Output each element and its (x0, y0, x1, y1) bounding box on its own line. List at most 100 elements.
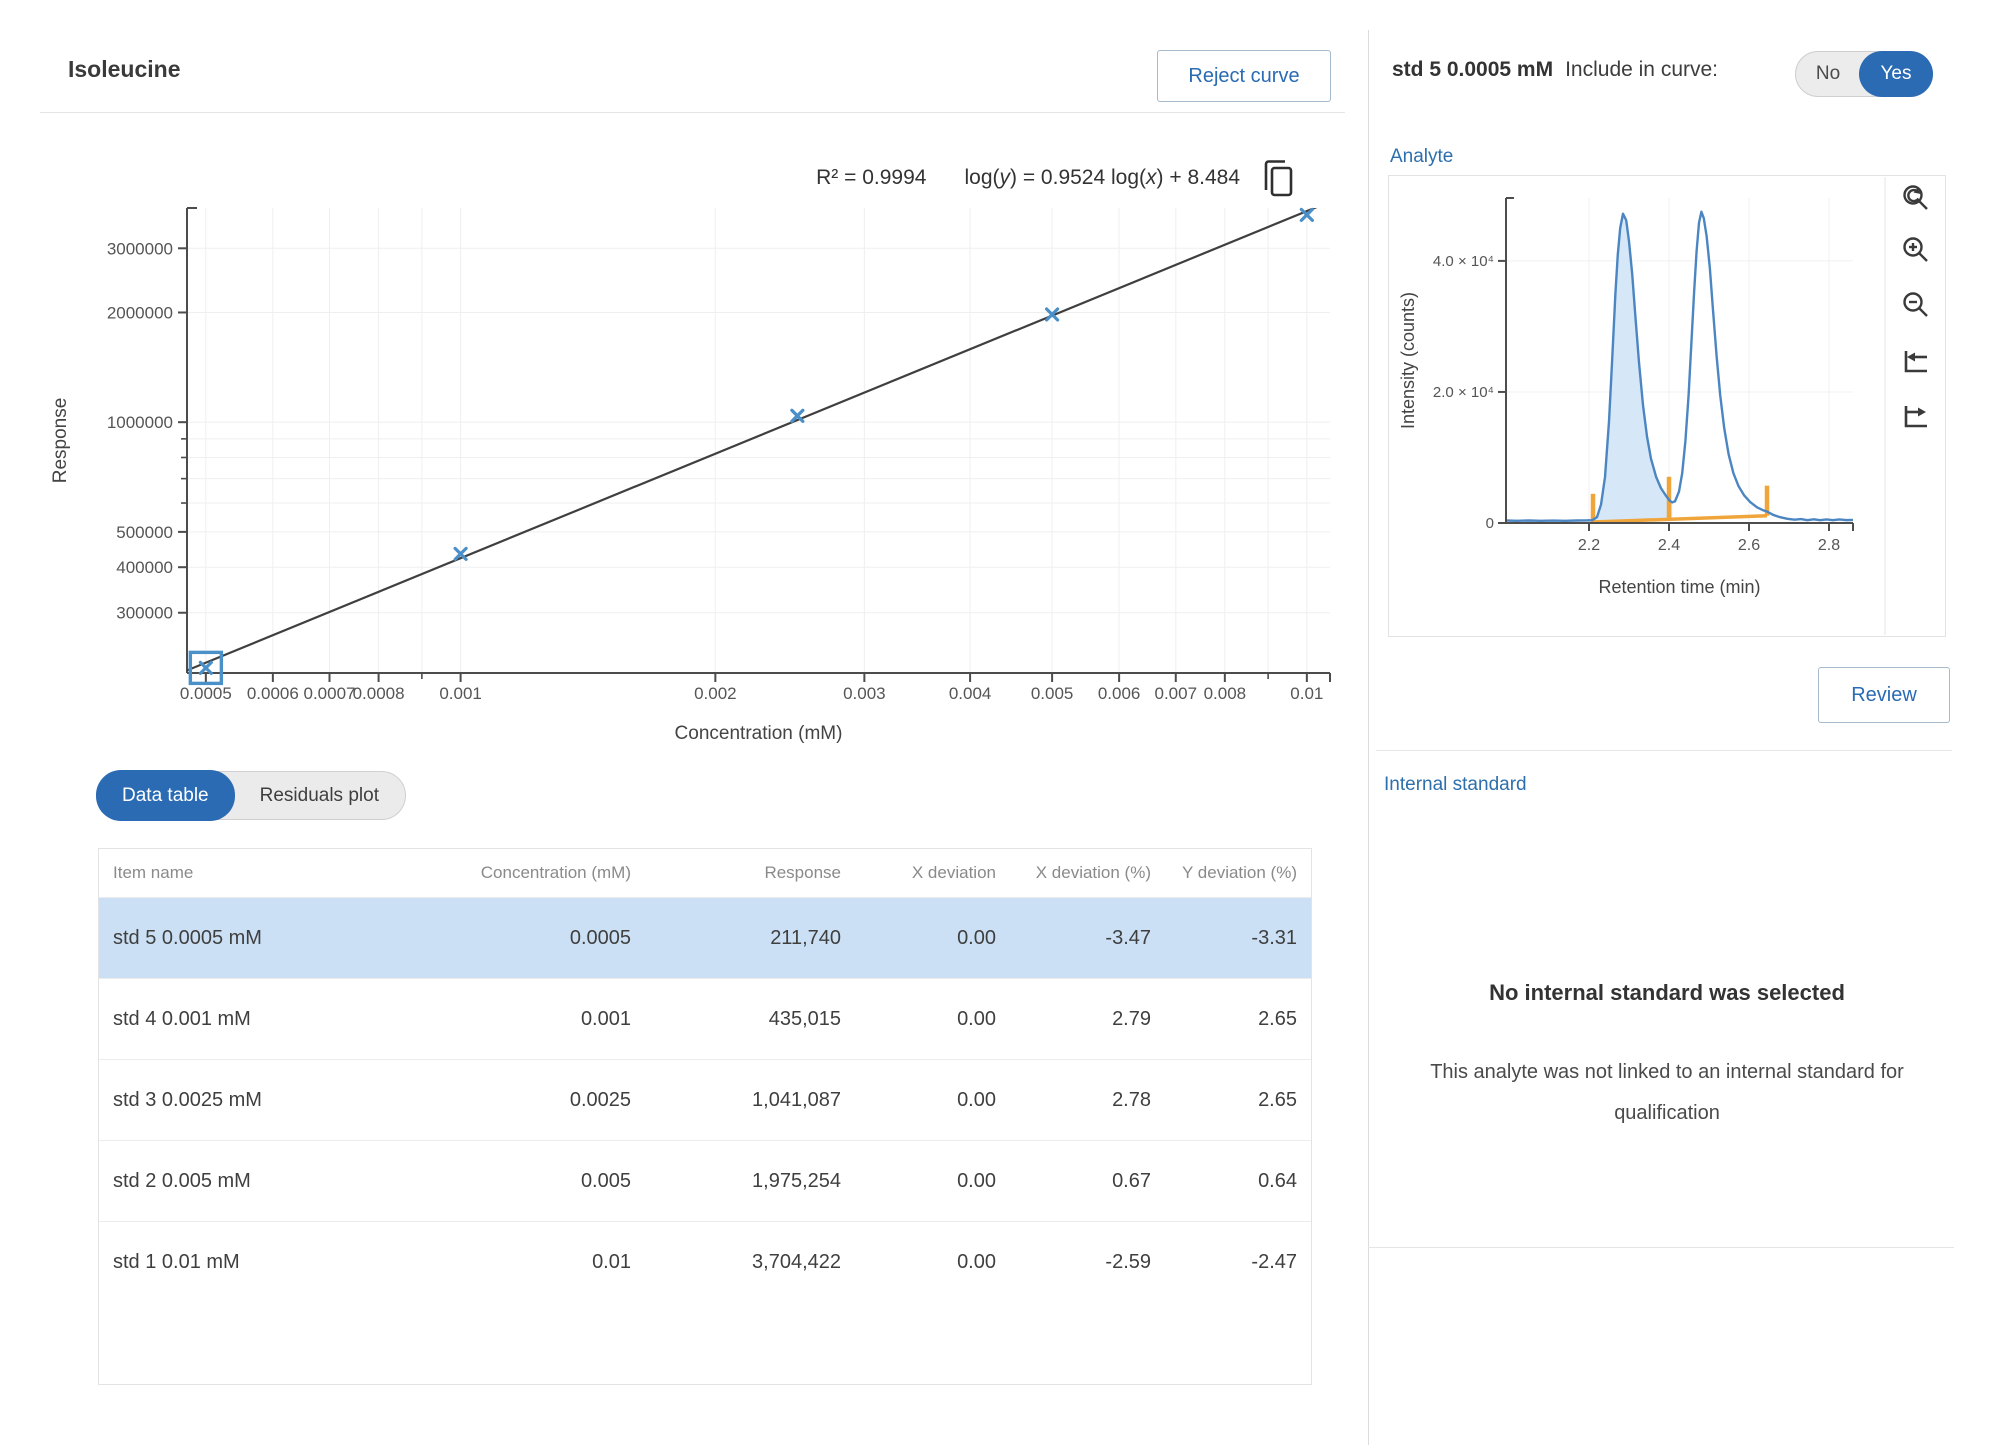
copy-equation-button[interactable] (1256, 156, 1300, 202)
svg-text:300000: 300000 (116, 604, 173, 623)
view-option-residuals-plot[interactable]: Residuals plot (259, 785, 379, 806)
svg-text:2000000: 2000000 (107, 303, 173, 322)
svg-text:0.01: 0.01 (1290, 684, 1323, 703)
table-cell: std 2 0.005 mM (113, 1169, 251, 1192)
svg-text:4.0 × 10⁴: 4.0 × 10⁴ (1433, 253, 1494, 270)
svg-text:0: 0 (1486, 515, 1494, 532)
empty-state-message: This analyte was not linked to an intern… (1430, 1061, 1904, 1124)
svg-text:1000000: 1000000 (107, 413, 173, 432)
reset-zoom-icon (1903, 185, 1928, 210)
svg-text:0.007: 0.007 (1154, 684, 1197, 703)
svg-text:2.0 × 10⁴: 2.0 × 10⁴ (1433, 384, 1494, 401)
zoom-out-icon (1903, 292, 1928, 317)
table-cell: 0.0025 (569, 1088, 631, 1111)
selected-point-box (188, 650, 224, 686)
data-point[interactable] (1045, 307, 1060, 322)
table-cell: 0.00 (957, 1088, 996, 1111)
include-in-curve-toggle[interactable]: No Yes (1795, 51, 1933, 97)
calibration-chart[interactable]: 300000 400000 500000 1000000 2000000 3000000 0… (40, 120, 1345, 770)
data-point[interactable] (790, 408, 805, 423)
selected-standard-name: std 5 0.0005 mM (1392, 58, 1554, 81)
panel-divider (1368, 30, 1369, 1445)
data-point[interactable] (1299, 207, 1314, 223)
svg-text:2.6: 2.6 (1738, 537, 1760, 554)
page-title: Isoleucine (68, 56, 181, 82)
column-header: Response (764, 863, 841, 882)
table-cell: 2.65 (1258, 1088, 1297, 1111)
table-cell: 2.78 (1112, 1088, 1151, 1111)
table-cell: -2.59 (1105, 1250, 1151, 1273)
table-cell: std 1 0.01 mM (113, 1250, 240, 1273)
table-cell: 0.00 (957, 1007, 996, 1030)
table-cell: 211,740 (770, 926, 841, 949)
table-cell: 435,015 (768, 1007, 841, 1030)
svg-text:0.006: 0.006 (1098, 684, 1141, 703)
column-header: Item name (113, 863, 194, 882)
standard-header: std 5 0.0005 mM Include in curve: (1392, 58, 1718, 82)
svg-text:0.005: 0.005 (1031, 684, 1074, 703)
section-divider (1376, 750, 1952, 751)
review-button[interactable]: Review (1818, 667, 1950, 723)
svg-text:3000000: 3000000 (107, 239, 173, 258)
table-cell: 1,041,087 (752, 1088, 841, 1111)
table-cell: 0.001 (580, 1007, 631, 1030)
zoom-in-button[interactable] (1897, 232, 1935, 270)
reset-zoom-button[interactable] (1897, 180, 1935, 218)
table-row[interactable]: std 3 0.0025 mM 0.0025 1,041,087 0.00 2.78 2.… (99, 1059, 1311, 1140)
integration-baseline (1592, 514, 1768, 524)
svg-text:0.001: 0.001 (439, 684, 482, 703)
table-cell: std 5 0.0005 mM (113, 926, 262, 949)
internal-standard-section-label: Internal standard (1384, 774, 1527, 795)
column-header: X deviation (%) (1035, 863, 1151, 882)
column-header: Concentration (mM) (480, 863, 631, 882)
chromatogram-panel: 0 2.0 × 10⁴ 4.0 × 10⁴ 2.2 2.4 2.6 2.8 Intensity… (1388, 175, 1946, 637)
previous-view-button[interactable] (1897, 342, 1935, 380)
column-header: X deviation (911, 863, 996, 882)
y-axis-title: Response (50, 398, 71, 484)
chromatogram-chart[interactable]: 0 2.0 × 10⁴ 4.0 × 10⁴ 2.2 2.4 2.6 2.8 Intensity… (1389, 176, 1945, 636)
next-view-icon (1904, 406, 1927, 428)
fit-equation: log(y) = 0.9524 log(x) + 8.484 (964, 166, 1240, 189)
table-cell: std 3 0.0025 mM (113, 1088, 262, 1111)
data-point[interactable] (453, 546, 468, 562)
table-cell: -3.31 (1251, 926, 1297, 949)
table-cell: std 4 0.001 mM (113, 1007, 251, 1030)
copy-icon (1264, 160, 1293, 197)
bottom-divider (1368, 1247, 1954, 1248)
table-cell: 3,704,422 (752, 1250, 841, 1273)
svg-text:0.0008: 0.0008 (353, 684, 405, 703)
toggle-option-no[interactable]: No (1815, 63, 1841, 84)
table-cell: -3.47 (1105, 926, 1151, 949)
svg-text:0.0005: 0.0005 (180, 684, 232, 703)
svg-text:500000: 500000 (116, 523, 173, 542)
view-toggle: Data table Residuals plot (96, 770, 406, 821)
view-option-data-table[interactable]: Data table (96, 770, 235, 821)
r-squared-value: R² = 0.9994 (816, 166, 927, 189)
table-row[interactable]: std 2 0.005 mM 0.005 1,975,254 0.00 0.67 0.64 (99, 1140, 1311, 1221)
zoom-in-icon (1903, 237, 1928, 262)
table-cell: 0.00 (957, 1250, 996, 1273)
analyte-section-label: Analyte (1390, 146, 1454, 167)
x-axis-title: Concentration (mM) (675, 723, 843, 744)
y-axis-title: Intensity (counts) (1398, 292, 1418, 429)
table-row[interactable]: std 1 0.01 mM 0.01 3,704,422 0.00 -2.59 -2.47 (99, 1221, 1311, 1302)
fit-statistics: R² = 0.9994 log(y) = 0.9524 log(x) + 8.4… (640, 156, 1240, 200)
table-cell: 0.00 (957, 926, 996, 949)
zoom-out-button[interactable] (1897, 287, 1935, 325)
x-axis-title: Retention time (min) (1598, 577, 1760, 597)
reject-curve-button[interactable]: Reject curve (1157, 50, 1331, 102)
table-cell: 0.64 (1258, 1169, 1297, 1192)
table-row[interactable]: std 5 0.0005 mM 0.0005 211,740 0.00 -3.47 -3.… (99, 897, 1311, 978)
toggle-option-yes[interactable]: Yes (1859, 51, 1933, 97)
svg-text:2.2: 2.2 (1578, 537, 1600, 554)
svg-text:0.004: 0.004 (949, 684, 992, 703)
next-view-button[interactable] (1897, 397, 1935, 435)
empty-state-title: No internal standard was selected (1489, 980, 1845, 1005)
column-header: Y deviation (%) (1182, 863, 1297, 882)
svg-text:400000: 400000 (116, 558, 173, 577)
data-point[interactable] (188, 650, 224, 686)
svg-text:2.4: 2.4 (1658, 537, 1680, 554)
calibration-data-table: Item name Concentration (mM) Response X dev… (98, 848, 1312, 1385)
table-row[interactable]: std 4 0.001 mM 0.001 435,015 0.00 2.79 2.65 (99, 978, 1311, 1059)
svg-text:0.0006: 0.0006 (247, 684, 299, 703)
